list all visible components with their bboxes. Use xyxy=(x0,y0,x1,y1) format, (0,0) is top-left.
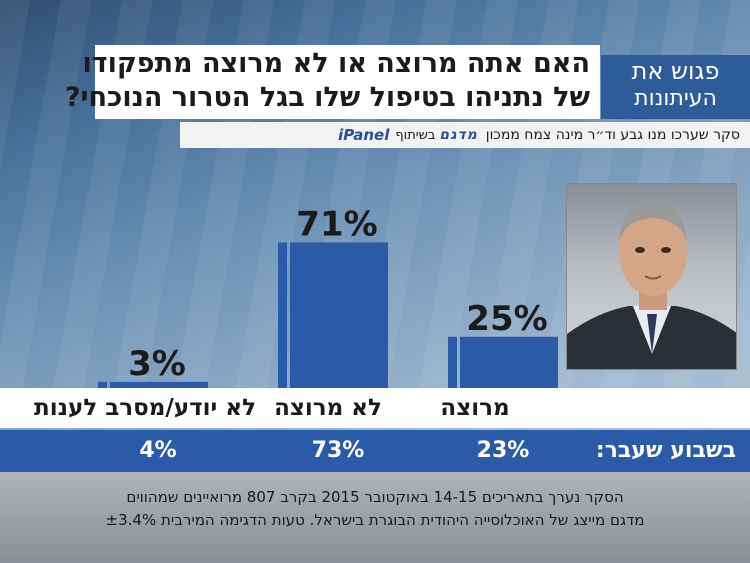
previous-week-value: 4% xyxy=(139,438,177,463)
question-line-2: של נתניהו בטיפול שלו בגל הטרור הנוכחי? xyxy=(64,82,590,113)
bar xyxy=(110,381,208,388)
category-label: לא יודע/מסרב לענות xyxy=(34,395,256,421)
category-label-band xyxy=(0,388,750,428)
bar-stripe xyxy=(448,336,457,388)
question-title: האם אתה מרוצה או לא מרוצה מתפקודו של נתנ… xyxy=(64,45,600,119)
bar-stripe xyxy=(278,242,287,388)
previous-week-value: 73% xyxy=(311,438,365,463)
bar-chart: 25% 71% 3% xyxy=(98,204,558,388)
credit-bar: סקר שערכו מנו גבע וד״ר מינה צמח ממכון מד… xyxy=(180,122,750,148)
footnote-line-1: הסקר נערך בתאריכים 14-15 באוקטובר 2015 ב… xyxy=(126,488,624,506)
question-line-1: האם אתה מרוצה או לא מרוצה מתפקודו xyxy=(82,48,590,79)
category-label: מרוצה xyxy=(440,395,510,421)
bar-value-label: 25% xyxy=(466,299,547,339)
footnote-line-2: מדגם מייצג של האוכלוסייה היהודית הבוגרת … xyxy=(105,511,645,529)
previous-week-title: בשבוע שעבר: xyxy=(595,438,736,463)
portrait-photo xyxy=(566,183,737,370)
bar xyxy=(290,242,388,388)
bar xyxy=(460,336,558,388)
footer xyxy=(0,472,750,563)
ipanel-logo: iPanel xyxy=(338,126,390,144)
category-label: לא מרוצה xyxy=(274,395,382,421)
madgam-logo: מדגם xyxy=(439,127,478,143)
bar-stripe xyxy=(98,381,107,388)
cooperation-label: בשיתוף xyxy=(395,127,436,143)
survey-credit: סקר שערכו מנו גבע וד״ר מינה צמח ממכון xyxy=(485,127,740,143)
logo-line-2: העיתונות xyxy=(634,86,717,111)
bar-value-label: 3% xyxy=(128,344,186,384)
previous-week-value: 23% xyxy=(476,438,530,463)
portrait-illustration xyxy=(567,202,736,369)
previous-week-bar xyxy=(0,430,750,472)
logo-line-1: פגוש את xyxy=(631,57,720,85)
bar-value-label: 71% xyxy=(296,204,377,244)
show-logo: פגוש את העיתונות xyxy=(601,55,750,119)
